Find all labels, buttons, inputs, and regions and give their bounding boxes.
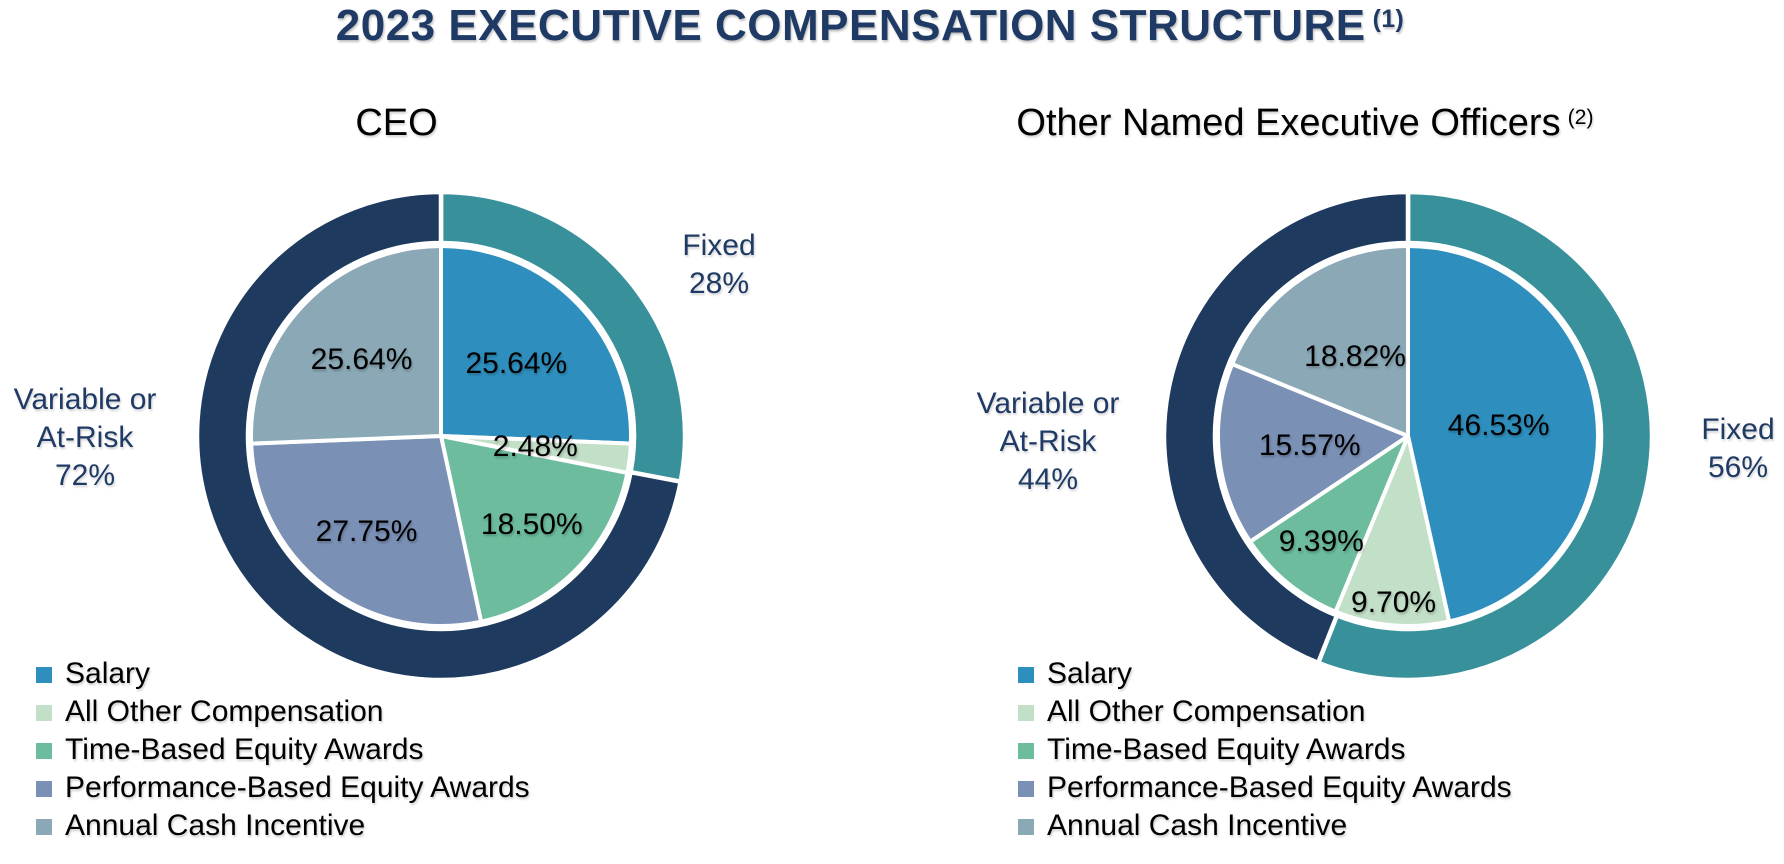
pie-slice-other-neos-performance-based-equity-awards [1216,362,1410,544]
legend-label-performance-based-equity-awards: Performance-Based Equity Awards [1047,771,1512,804]
legend-label-annual-cash-incentive: Annual Cash Incentive [65,809,366,842]
pie-slice-ceo-time-based-equity-awards [439,434,630,624]
ring-label-ceo-variable-or-at-risk: Variable or At-Risk 72% [13,383,157,492]
chart-title-other-neos-footnote-marker: (2) [1567,104,1594,129]
legend-item-ceo-annual-cash-incentive: Annual Cash Incentive [36,807,530,845]
legend-swatch-performance-based-equity-awards [1018,781,1034,797]
legend-swatch-all-other-compensation [36,705,52,721]
ring-segment-other-neos-fixed [1315,189,1655,683]
page-title: 2023 EXECUTIVE COMPENSATION STRUCTURE (1) [0,0,1740,52]
legend-item-other-neos-time-based-equity-awards: Time-Based Equity Awards [1018,731,1512,769]
pie-slice-ceo-salary [439,244,633,446]
ring-label-other-neos-variable-or-at-risk: Variable or At-Risk 44% [976,387,1120,496]
legend-label-time-based-equity-awards: Time-Based Equity Awards [65,733,424,766]
ring-label-ceo-fixed: Fixed 28% [682,229,756,300]
slice-label-ceo-salary: 25.64% [465,346,568,380]
ring-segment-ceo-variable-or-at-risk [194,189,683,683]
slice-label-ceo-all-other-compensation: 2.48% [492,430,578,464]
ring-label-other-neos-fixed: Fixed 56% [1701,413,1775,484]
chart-title-other-neos-text: Other Named Executive Officers [1016,102,1561,144]
slice-label-other-neos-all-other-compensation: 9.70% [1351,585,1437,619]
legend-item-ceo-salary: Salary [36,655,530,693]
pie-slice-ceo-annual-cash-incentive [249,244,443,446]
legend-item-ceo-all-other-compensation: All Other Compensation [36,693,530,731]
legend-label-time-based-equity-awards: Time-Based Equity Awards [1047,733,1406,766]
slice-label-ceo-performance-based-equity-awards: 27.75% [315,515,418,549]
legend-swatch-time-based-equity-awards [36,743,52,759]
legend-item-ceo-time-based-equity-awards: Time-Based Equity Awards [36,731,530,769]
legend-item-other-neos-performance-based-equity-awards: Performance-Based Equity Awards [1018,769,1512,807]
slice-label-ceo-annual-cash-incentive: 25.64% [310,342,413,376]
chart-title-ceo-text: CEO [355,102,438,144]
slice-label-other-neos-salary: 46.53% [1447,409,1550,443]
legend-swatch-all-other-compensation [1018,705,1034,721]
legend-other-neos: Salary All Other Compensation Time-Based E… [1018,655,1512,845]
legend-ceo: Salary All Other Compensation Time-Based E… [36,655,530,845]
legend-item-ceo-performance-based-equity-awards: Performance-Based Equity Awards [36,769,530,807]
legend-item-other-neos-salary: Salary [1018,655,1512,693]
legend-label-salary: Salary [65,657,151,690]
slice-label-other-neos-performance-based-equity-awards: 15.57% [1258,428,1361,462]
chart-title-other-neos: Other Named Executive Officers (2) [1016,100,1593,151]
legend-item-other-neos-all-other-compensation: All Other Compensation [1018,693,1512,731]
pie-slice-other-neos-all-other-compensation [1333,434,1452,628]
legend-label-performance-based-equity-awards: Performance-Based Equity Awards [65,771,530,804]
pie-slice-other-neos-time-based-equity-awards [1248,434,1410,614]
legend-swatch-performance-based-equity-awards [36,781,52,797]
pie-slice-other-neos-annual-cash-incentive [1230,244,1410,438]
legend-swatch-salary [36,667,52,683]
slice-label-other-neos-annual-cash-incentive: 18.82% [1304,340,1406,374]
page-title-footnote-marker: (1) [1372,6,1405,34]
chart-title-ceo: CEO [355,100,444,151]
legend-swatch-annual-cash-incentive [1018,819,1034,835]
ring-segment-other-neos-variable-or-at-risk [1161,189,1411,666]
legend-label-annual-cash-incentive: Annual Cash Incentive [1047,809,1348,842]
legend-swatch-annual-cash-incentive [36,819,52,835]
legend-label-salary: Salary [1047,657,1133,690]
legend-swatch-salary [1018,667,1034,683]
legend-item-other-neos-annual-cash-incentive: Annual Cash Incentive [1018,807,1512,845]
legend-swatch-time-based-equity-awards [1018,743,1034,759]
pie-slice-ceo-performance-based-equity-awards [249,434,484,628]
legend-label-all-other-compensation: All Other Compensation [65,695,384,728]
legend-label-all-other-compensation: All Other Compensation [1047,695,1366,728]
slice-label-other-neos-time-based-equity-awards: 9.39% [1278,524,1364,558]
slice-label-ceo-time-based-equity-awards: 18.50% [480,508,583,542]
page-title-text: 2023 EXECUTIVE COMPENSATION STRUCTURE [335,1,1366,50]
pie-slice-other-neos-salary [1406,244,1600,624]
